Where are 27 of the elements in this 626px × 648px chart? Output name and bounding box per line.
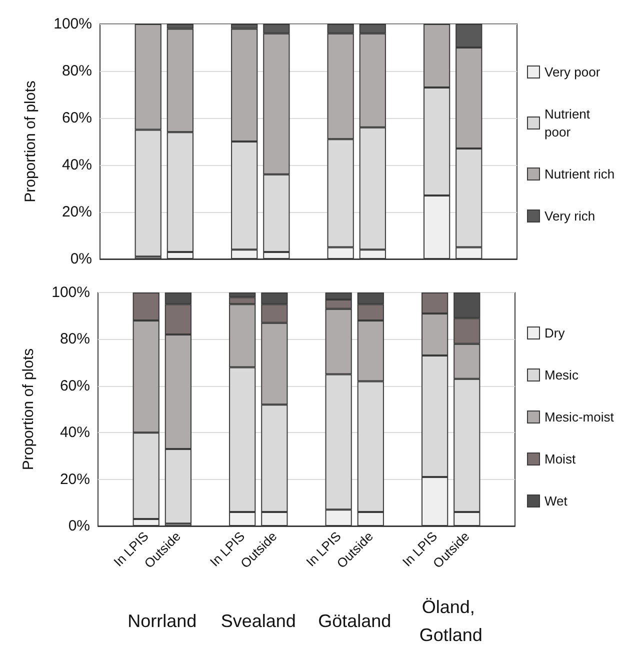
legend-label: Wet [544, 494, 568, 508]
legend-label: Nutrient rich [544, 166, 615, 182]
text: Svealand [220, 611, 296, 631]
y-tick-label: 80% [62, 62, 92, 80]
y-tick-label: 0% [70, 250, 92, 268]
legend-label: Nutrient poor [544, 106, 594, 140]
y-tick-label: 20% [60, 470, 90, 488]
legend-label: Dry [544, 326, 566, 340]
text: Öland, Gotland [419, 597, 482, 645]
legend-label: Very rich [544, 208, 596, 224]
y-axis-title: Proportion of plots [22, 80, 39, 202]
y-tick-label: 60% [62, 110, 92, 126]
y-tick-label: 100% [52, 284, 90, 301]
y-tick-label: 100% [54, 16, 92, 32]
y-tick-label: 0% [68, 518, 90, 534]
legend-label: Very poor [544, 64, 601, 80]
legend-label: Mesic-moist [544, 410, 614, 424]
y-tick-label: 20% [62, 204, 92, 220]
legend-label: Moist [544, 452, 576, 466]
y-tick-label: 80% [60, 330, 90, 348]
y-tick-label: 60% [60, 377, 90, 394]
text: Götaland [318, 611, 392, 631]
y-tick-label: 40% [62, 156, 92, 174]
legend-label: Mesic [544, 368, 579, 382]
y-tick-label: 40% [60, 424, 90, 442]
y-axis-title: Proportion of plots [20, 348, 37, 470]
text: Norrland [128, 611, 197, 631]
